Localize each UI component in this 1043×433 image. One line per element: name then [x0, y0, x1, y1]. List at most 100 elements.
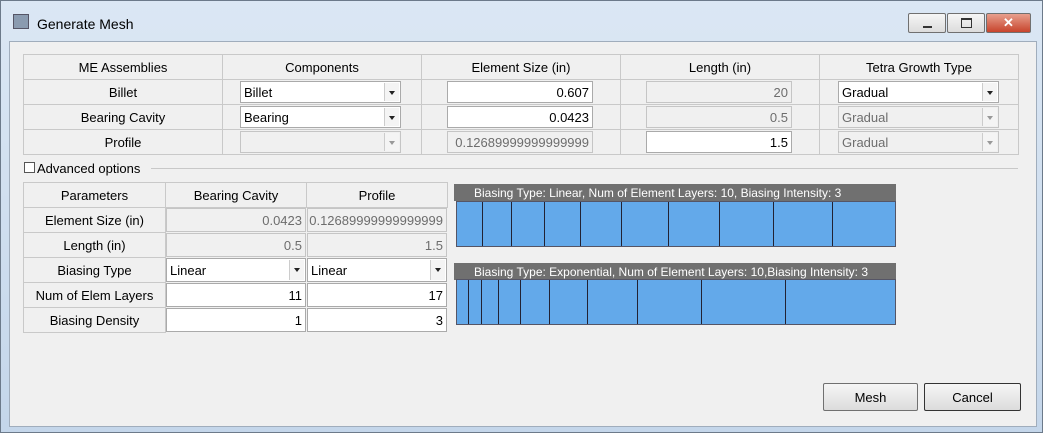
tetra-growth-type-field: Gradual	[838, 106, 999, 128]
parameter-field[interactable]: Linear	[307, 258, 447, 282]
parameter-field-text: 1	[294, 312, 302, 328]
length-field-text: 0.5	[769, 109, 788, 125]
parameter-field-text: 1.5	[424, 237, 443, 253]
dropdown-arrow	[289, 260, 304, 280]
tetra-growth-type-field-text: Gradual	[842, 109, 889, 125]
row-label: Bearing Cavity	[23, 104, 223, 130]
parameter-field-text: Linear	[311, 262, 348, 278]
preview-strip	[456, 279, 896, 325]
element-divider	[701, 280, 702, 324]
column-header: Element Size (in)	[421, 54, 621, 80]
element-divider	[498, 280, 499, 324]
dropdown-arrow	[384, 83, 399, 101]
row-label: Profile	[23, 129, 223, 155]
element-size-field-text: 0.607	[556, 84, 589, 100]
component-field[interactable]: Bearing	[240, 106, 401, 128]
component-field[interactable]: Billet	[240, 81, 401, 103]
element-size-field: 0.12689999999999999	[447, 131, 593, 153]
preview-caption: Biasing Type: Linear, Num of Element Lay…	[454, 184, 896, 201]
element-size-field-text: 0.12689999999999999	[455, 134, 589, 150]
row-label: Billet	[23, 79, 223, 105]
element-divider	[773, 202, 774, 246]
element-size-field[interactable]: 0.0423	[447, 106, 593, 128]
parameter-field[interactable]: 11	[166, 283, 306, 307]
parameter-field-text: 0.12689999999999999	[309, 212, 443, 228]
component-field-text: Bearing	[244, 109, 289, 125]
dropdown-arrow	[384, 133, 399, 151]
column-header: ME Assemblies	[23, 54, 223, 80]
component-field	[240, 131, 401, 153]
parameter-field[interactable]: 3	[307, 308, 447, 332]
window-icon	[13, 14, 29, 29]
parameter-field: 1.5	[307, 233, 447, 257]
parameter-field: 0.5	[166, 233, 306, 257]
column-header: Parameters	[23, 182, 166, 208]
element-size-field[interactable]: 0.607	[447, 81, 593, 103]
mesh-button[interactable]: Mesh	[823, 383, 918, 411]
minimize-button[interactable]	[908, 13, 946, 33]
element-divider	[587, 280, 588, 324]
element-divider	[719, 202, 720, 246]
element-divider	[481, 280, 482, 324]
element-divider	[580, 202, 581, 246]
dropdown-arrow	[982, 108, 997, 126]
element-divider	[520, 280, 521, 324]
row-label: Element Size (in)	[23, 207, 166, 233]
preview-strip	[456, 201, 896, 247]
advanced-checkbox[interactable]	[24, 162, 35, 173]
element-divider	[549, 280, 550, 324]
parameter-field-text: 0.5	[283, 237, 302, 253]
parameter-field[interactable]: Linear	[166, 258, 306, 282]
element-divider	[668, 202, 669, 246]
tetra-growth-type-field-text: Gradual	[842, 134, 889, 150]
row-label: Biasing Density	[23, 307, 166, 333]
dropdown-arrow	[982, 83, 997, 101]
dropdown-arrow	[982, 133, 997, 151]
column-header: Bearing Cavity	[165, 182, 307, 208]
parameter-field-text: 3	[435, 312, 443, 328]
element-size-field-text: 0.0423	[549, 109, 589, 125]
advanced-label: Advanced options	[37, 161, 141, 176]
tetra-growth-type-field: Gradual	[838, 131, 999, 153]
close-button[interactable]: ✕	[986, 13, 1031, 33]
preview-caption: Biasing Type: Exponential, Num of Elemen…	[454, 263, 896, 280]
parameter-field-text: 0.0423	[262, 212, 302, 228]
length-field-text: 20	[773, 84, 788, 100]
tetra-growth-type-field-text: Gradual	[842, 84, 889, 100]
length-field: 0.5	[646, 106, 792, 128]
column-header: Tetra Growth Type	[819, 54, 1019, 80]
parameter-field: 0.0423	[166, 208, 306, 232]
column-header: Components	[222, 54, 422, 80]
row-label: Biasing Type	[23, 257, 166, 283]
column-header: Profile	[306, 182, 448, 208]
row-label: Length (in)	[23, 232, 166, 258]
element-divider	[785, 280, 786, 324]
element-divider	[832, 202, 833, 246]
parameter-field[interactable]: 1	[166, 308, 306, 332]
separator	[151, 168, 1018, 169]
maximize-button[interactable]	[947, 13, 985, 33]
row-label: Num of Elem Layers	[23, 282, 166, 308]
parameter-field-text: 17	[428, 287, 443, 303]
parameter-field[interactable]: 17	[307, 283, 447, 307]
element-divider	[482, 202, 483, 246]
component-field-text: Billet	[244, 84, 273, 100]
length-field[interactable]: 1.5	[646, 131, 792, 153]
parameter-field: 0.12689999999999999	[307, 208, 447, 232]
dropdown-arrow	[430, 260, 445, 280]
tetra-growth-type-field[interactable]: Gradual	[838, 81, 999, 103]
element-divider	[544, 202, 545, 246]
element-divider	[511, 202, 512, 246]
dropdown-arrow	[384, 108, 399, 126]
length-field-text: 1.5	[769, 134, 788, 150]
length-field: 20	[646, 81, 792, 103]
column-header: Length (in)	[620, 54, 820, 80]
window-title: Generate Mesh	[37, 16, 134, 32]
element-divider	[637, 280, 638, 324]
cancel-button[interactable]: Cancel	[924, 383, 1021, 411]
parameter-field-text: 11	[288, 287, 303, 303]
element-divider	[468, 280, 469, 324]
element-divider	[621, 202, 622, 246]
parameter-field-text: Linear	[170, 262, 207, 278]
